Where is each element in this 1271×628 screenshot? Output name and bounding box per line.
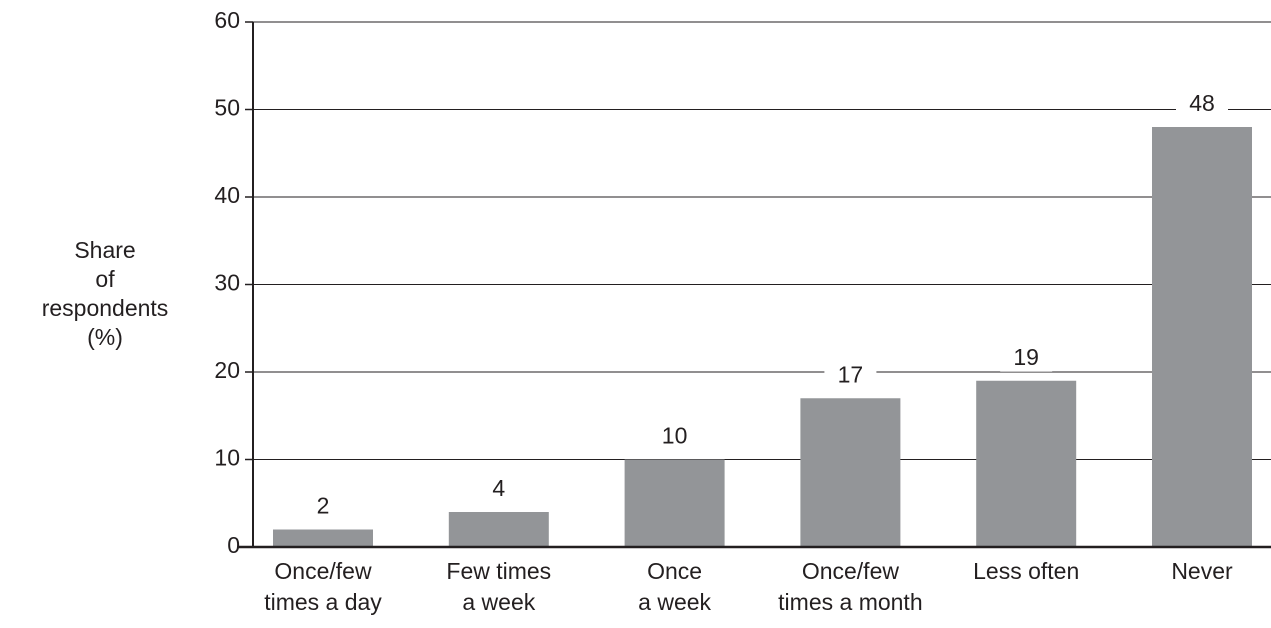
y-tick-label: 20 [214, 357, 240, 383]
bar [448, 512, 549, 547]
y-axis-label-line: of [95, 266, 115, 292]
value-label: 2 [317, 493, 330, 519]
value-label: 4 [492, 475, 505, 501]
y-axis-label: Share of respondents (%) [42, 237, 169, 350]
y-tick-label: 30 [214, 270, 240, 296]
bar [1152, 127, 1252, 547]
value-label: 19 [1013, 344, 1039, 370]
value-label-bg [297, 494, 349, 521]
x-tick-label: a week [462, 589, 535, 615]
value-label-bg [648, 424, 701, 451]
x-tick-label: Once/few [274, 558, 372, 584]
y-tick-label: 50 [214, 95, 240, 121]
value-label-bg [824, 363, 877, 390]
y-tick-label: 40 [214, 182, 240, 208]
y-tick-label: 0 [227, 532, 240, 558]
x-tick-label: Once [647, 558, 702, 584]
x-tick-label: times a month [778, 589, 922, 615]
bar [976, 380, 1077, 547]
x-tick-label: a week [638, 589, 711, 615]
y-axis-label-line: respondents [42, 295, 169, 321]
y-axis-label-line: (%) [87, 324, 123, 350]
value-label-bg [472, 477, 525, 503]
x-tick-label: Less often [973, 558, 1079, 584]
y-tick-label: 10 [214, 445, 240, 471]
x-tick-label: Few times [446, 558, 551, 584]
bar [800, 398, 901, 547]
y-tick-label: 60 [214, 7, 240, 33]
x-tick-label: times a day [264, 589, 382, 615]
value-label: 48 [1189, 90, 1215, 116]
value-label-bg [1000, 345, 1053, 372]
value-label-bg [1176, 92, 1228, 118]
bar [624, 459, 725, 547]
bar [273, 529, 373, 547]
value-label: 10 [662, 423, 688, 449]
x-tick-label: Once/few [802, 558, 900, 584]
x-tick-label: Never [1171, 558, 1233, 584]
value-label: 17 [838, 361, 864, 387]
y-axis-label-line: Share [74, 237, 135, 263]
